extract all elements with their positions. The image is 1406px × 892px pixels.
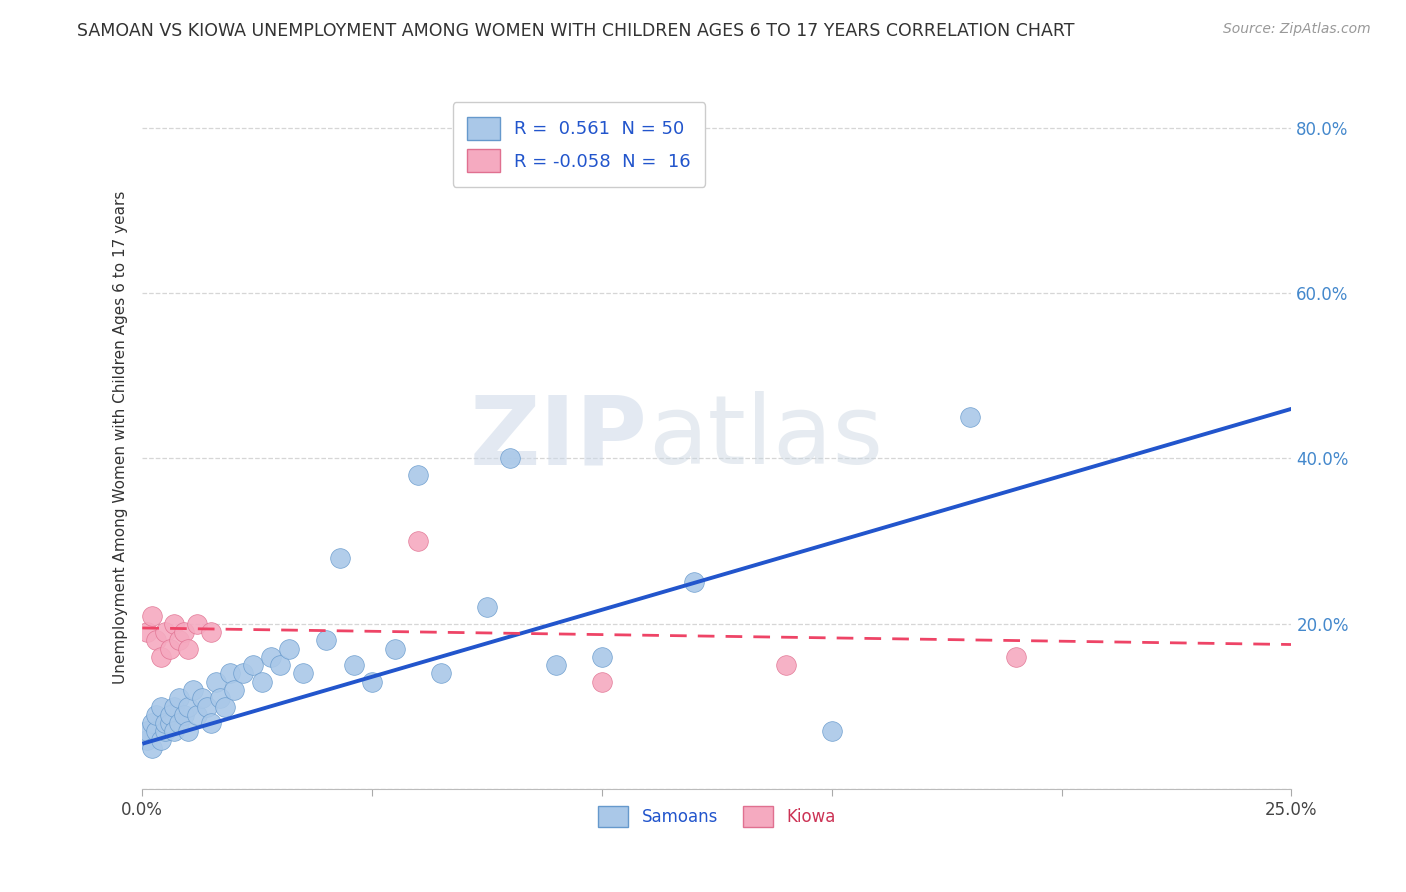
Point bbox=[250, 674, 273, 689]
Point bbox=[167, 633, 190, 648]
Point bbox=[195, 699, 218, 714]
Point bbox=[186, 616, 208, 631]
Y-axis label: Unemployment Among Women with Children Ages 6 to 17 years: Unemployment Among Women with Children A… bbox=[114, 191, 128, 684]
Point bbox=[155, 625, 177, 640]
Point bbox=[218, 666, 240, 681]
Point bbox=[260, 649, 283, 664]
Point bbox=[155, 716, 177, 731]
Point bbox=[475, 600, 498, 615]
Point bbox=[177, 724, 200, 739]
Point bbox=[163, 724, 186, 739]
Point bbox=[278, 641, 301, 656]
Point bbox=[177, 699, 200, 714]
Point bbox=[591, 649, 613, 664]
Point bbox=[384, 641, 406, 656]
Point bbox=[591, 674, 613, 689]
Point bbox=[406, 468, 429, 483]
Point bbox=[186, 707, 208, 722]
Text: Source: ZipAtlas.com: Source: ZipAtlas.com bbox=[1223, 22, 1371, 37]
Point bbox=[141, 608, 163, 623]
Point bbox=[361, 674, 384, 689]
Point bbox=[177, 641, 200, 656]
Point bbox=[209, 691, 232, 706]
Point bbox=[821, 724, 844, 739]
Point bbox=[683, 575, 706, 590]
Point bbox=[135, 724, 157, 739]
Point bbox=[159, 641, 181, 656]
Point bbox=[141, 740, 163, 755]
Text: SAMOAN VS KIOWA UNEMPLOYMENT AMONG WOMEN WITH CHILDREN AGES 6 TO 17 YEARS CORREL: SAMOAN VS KIOWA UNEMPLOYMENT AMONG WOMEN… bbox=[77, 22, 1074, 40]
Point bbox=[149, 732, 172, 747]
Point bbox=[135, 625, 157, 640]
Point bbox=[242, 658, 264, 673]
Point bbox=[163, 616, 186, 631]
Point bbox=[959, 410, 981, 425]
Point bbox=[141, 716, 163, 731]
Point bbox=[1004, 649, 1026, 664]
Point bbox=[145, 707, 167, 722]
Point bbox=[145, 724, 167, 739]
Point bbox=[544, 658, 567, 673]
Point bbox=[149, 649, 172, 664]
Point bbox=[292, 666, 315, 681]
Point bbox=[159, 716, 181, 731]
Text: atlas: atlas bbox=[648, 392, 883, 484]
Legend: Samoans, Kiowa: Samoans, Kiowa bbox=[592, 799, 842, 834]
Point bbox=[214, 699, 236, 714]
Text: ZIP: ZIP bbox=[470, 392, 648, 484]
Point bbox=[315, 633, 337, 648]
Point bbox=[145, 633, 167, 648]
Point bbox=[406, 534, 429, 549]
Point bbox=[430, 666, 453, 681]
Point bbox=[155, 724, 177, 739]
Point bbox=[200, 625, 222, 640]
Point bbox=[269, 658, 291, 673]
Point bbox=[232, 666, 254, 681]
Point bbox=[224, 683, 246, 698]
Point bbox=[163, 699, 186, 714]
Point bbox=[167, 691, 190, 706]
Point bbox=[343, 658, 366, 673]
Point bbox=[173, 625, 195, 640]
Point bbox=[159, 707, 181, 722]
Point bbox=[200, 716, 222, 731]
Point bbox=[191, 691, 214, 706]
Point bbox=[775, 658, 797, 673]
Point bbox=[329, 550, 352, 565]
Point bbox=[149, 699, 172, 714]
Point bbox=[181, 683, 204, 698]
Point bbox=[205, 674, 228, 689]
Point bbox=[167, 716, 190, 731]
Point bbox=[173, 707, 195, 722]
Point bbox=[135, 732, 157, 747]
Point bbox=[499, 451, 522, 466]
